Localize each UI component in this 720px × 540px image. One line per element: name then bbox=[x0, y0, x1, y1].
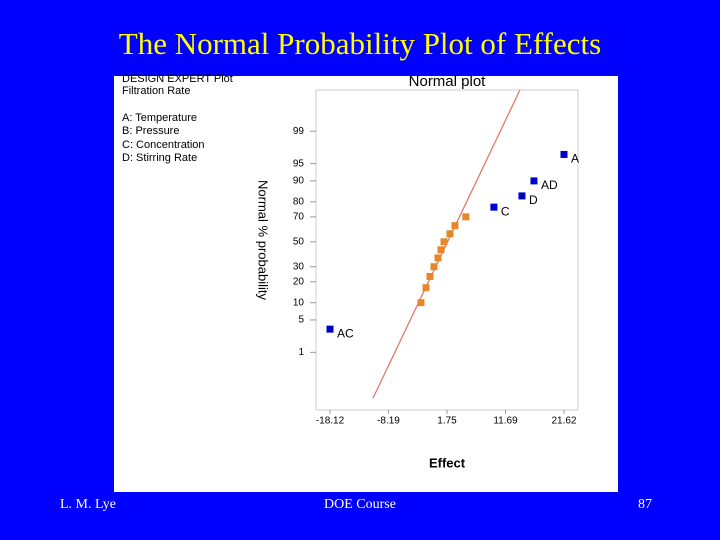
point bbox=[422, 284, 430, 292]
header-line: Filtration Rate bbox=[122, 85, 190, 97]
factor: D: Stirring Rate bbox=[122, 152, 197, 164]
factor: A: Temperature bbox=[122, 112, 197, 124]
point bbox=[417, 299, 425, 307]
footer-left: L. M. Lye bbox=[60, 497, 116, 512]
header-line: DESIGN EXPERT Plot bbox=[122, 73, 233, 85]
point bbox=[446, 230, 454, 238]
x-axis-label: Effect bbox=[429, 455, 466, 470]
x-tick-label: 1.75 bbox=[437, 416, 457, 427]
point bbox=[440, 238, 448, 246]
point-label: A bbox=[571, 152, 579, 166]
y-tick-label: 10 bbox=[293, 297, 305, 308]
point bbox=[437, 246, 445, 254]
y-tick-label: 5 bbox=[298, 315, 304, 326]
x-tick-label: 21.62 bbox=[551, 416, 576, 427]
point bbox=[430, 263, 438, 271]
factor: C: Concentration bbox=[122, 139, 205, 151]
x-tick-label: -18.12 bbox=[316, 416, 345, 427]
x-tick-label: -8.19 bbox=[377, 416, 400, 427]
chart-title: Normal plot bbox=[409, 73, 487, 90]
point bbox=[530, 177, 538, 185]
y-tick-label: 30 bbox=[293, 261, 305, 272]
y-tick-label: 95 bbox=[293, 158, 305, 169]
point-label: C bbox=[501, 204, 510, 218]
y-tick-label: 20 bbox=[293, 276, 305, 287]
point bbox=[434, 254, 442, 262]
y-tick-label: 90 bbox=[293, 176, 305, 187]
point-label: D bbox=[529, 193, 538, 207]
point bbox=[462, 213, 470, 221]
factor: B: Pressure bbox=[122, 125, 179, 137]
footer-right: 87 bbox=[638, 497, 652, 512]
y-tick-label: 1 bbox=[298, 347, 304, 358]
point-label: AC bbox=[337, 326, 354, 340]
point bbox=[560, 150, 568, 158]
point bbox=[490, 203, 498, 211]
footer-center: DOE Course bbox=[324, 497, 396, 512]
x-tick-label: 11.69 bbox=[493, 416, 518, 427]
y-tick-label: 70 bbox=[293, 212, 305, 223]
point-label: AD bbox=[541, 178, 558, 192]
chart-area bbox=[114, 76, 618, 492]
y-tick-label: 80 bbox=[293, 196, 305, 207]
point bbox=[326, 325, 334, 333]
point bbox=[451, 222, 459, 230]
y-tick-label: 99 bbox=[293, 126, 305, 137]
y-tick-label: 50 bbox=[293, 236, 305, 247]
slide-title: The Normal Probability Plot of Effects bbox=[119, 26, 601, 61]
point bbox=[518, 192, 526, 200]
point bbox=[426, 272, 434, 280]
y-axis-label: Normal % probability bbox=[256, 180, 271, 300]
